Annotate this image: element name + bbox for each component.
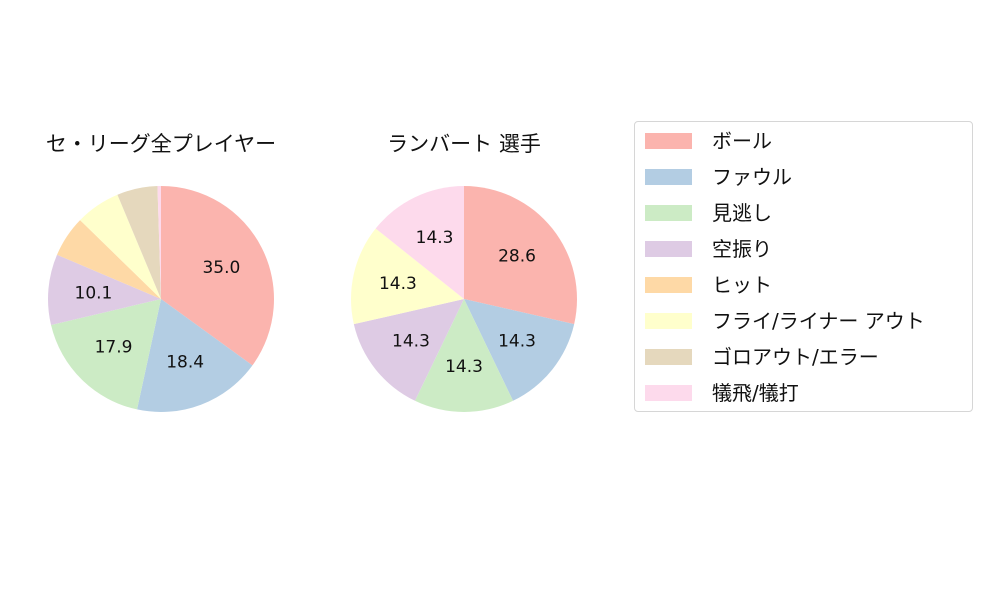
legend-swatch (645, 205, 692, 221)
legend-swatch (645, 385, 692, 401)
legend-item: ボール (635, 129, 972, 153)
slice-label: 10.1 (75, 283, 113, 303)
legend-label: ボール (712, 129, 772, 153)
legend-item: 犠飛/犠打 (635, 381, 972, 405)
chart-title-league: セ・リーグ全プレイヤー (45, 132, 277, 156)
pie-slice (161, 186, 274, 366)
pie-slice (464, 186, 577, 325)
legend-label: ヒット (712, 273, 772, 297)
pie-slice (80, 194, 161, 299)
legend-swatch (645, 241, 692, 257)
pie-slice (351, 228, 464, 325)
pie-player: 28.6 14.3 14.3 14.3 14.3 14.3 (351, 186, 577, 412)
pie-slice (414, 299, 514, 412)
legend-swatch (645, 133, 692, 149)
legend-label: 見逃し (712, 201, 772, 225)
pie-slice (51, 299, 161, 410)
legend-item: ファウル (635, 165, 972, 189)
pie-slice (57, 220, 161, 299)
legend-label: ゴロアウト/エラー (712, 345, 879, 369)
legend-item: フライ/ライナー アウト (635, 309, 972, 333)
pie-slice (157, 186, 161, 299)
slice-label: 14.3 (379, 274, 417, 294)
pie-league: 35.0 18.4 17.9 10.1 (47, 186, 274, 413)
legend-item: ゴロアウト/エラー (635, 345, 972, 369)
legend-label: フライ/ライナー アウト (712, 309, 925, 333)
legend-swatch (645, 349, 692, 365)
pie-slice (464, 299, 575, 401)
legend-swatch (645, 277, 692, 293)
legend-label: 犠飛/犠打 (712, 381, 799, 405)
slice-label: 14.3 (445, 357, 483, 377)
pie-slice (117, 186, 161, 299)
pie-slice (353, 299, 464, 401)
slice-label: 17.9 (95, 337, 133, 357)
chart-title-player: ランバート 選手 (387, 132, 541, 156)
slice-label: 35.0 (202, 258, 240, 278)
slice-label: 14.3 (392, 331, 430, 351)
legend-swatch (645, 313, 692, 329)
pie-slice (137, 299, 253, 413)
legend-item: 空振り (635, 237, 972, 261)
legend-item: ヒット (635, 273, 972, 297)
legend-label: 空振り (712, 237, 772, 261)
slice-label: 28.6 (498, 247, 536, 267)
slice-label: 18.4 (166, 352, 204, 372)
pie-slice (47, 254, 161, 326)
pie-slice (375, 186, 464, 299)
slice-label: 14.3 (498, 331, 536, 351)
legend: ボールファウル見逃し空振りヒットフライ/ライナー アウト ゴロアウト/エラー 犠飛/… (634, 121, 973, 412)
legend-label: ファウル (712, 165, 792, 189)
slice-label: 14.3 (416, 228, 454, 248)
legend-swatch (645, 169, 692, 185)
legend-item: 見逃し (635, 201, 972, 225)
